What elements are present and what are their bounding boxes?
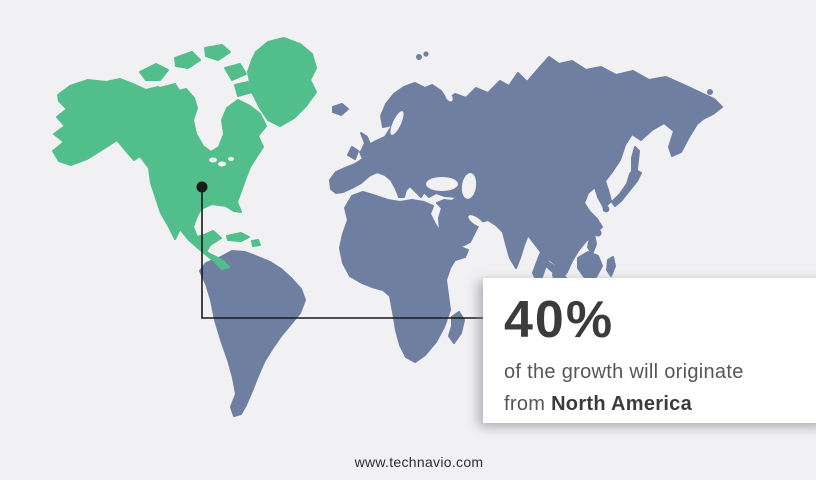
island-sulawesi: [606, 256, 616, 277]
island-svalbard: [416, 54, 422, 60]
stat-description-line1: of the growth will originate: [504, 361, 744, 383]
caspian-sea: [461, 173, 477, 199]
baltic-sea: [390, 111, 404, 135]
island-new-siberian: [570, 70, 576, 76]
island-madagascar: [448, 311, 465, 344]
land-default-group: [199, 51, 723, 417]
stat-description: of the growth will originate from North …: [504, 356, 816, 420]
stat-card: 40% of the growth will originate from No…: [483, 278, 816, 423]
island-japan: [611, 168, 642, 207]
islands-philippines: [587, 233, 597, 255]
continent-eurasia: [329, 56, 723, 284]
stat-description-line2-prefix: from: [504, 393, 552, 415]
continent-south-america: [199, 250, 306, 417]
north-america-marker-dot: [196, 181, 208, 193]
arctic-island-3: [204, 44, 231, 61]
island-borneo: [577, 251, 603, 279]
great-lake-1: [209, 157, 217, 163]
arctic-island-1: [139, 63, 169, 81]
black-sea: [426, 177, 458, 191]
island-iceland: [332, 103, 349, 116]
island-great-britain: [360, 132, 372, 158]
great-lake-2: [218, 161, 226, 167]
arctic-island-5: [224, 63, 247, 81]
island-cuba: [226, 232, 250, 242]
persian-gulf: [468, 215, 484, 227]
island-wrangel: [707, 89, 713, 95]
land-highlight-group: [52, 37, 317, 270]
inland-seas-group: [209, 92, 484, 227]
island-hispaniola: [251, 239, 261, 247]
site-url: www.technavio.com: [354, 454, 484, 470]
white-sea: [445, 92, 453, 102]
island-kyushu: [602, 205, 610, 213]
connector-line: [201, 192, 484, 319]
island-ireland: [347, 146, 359, 160]
island-svalbard-2: [423, 51, 429, 57]
arctic-island-4: [159, 83, 181, 97]
connector-group: [196, 181, 484, 319]
arctic-island-6: [234, 81, 253, 97]
continent-africa: [339, 191, 469, 363]
island-taiwan: [594, 229, 602, 237]
arctic-island-2: [174, 51, 201, 69]
island-greenland: [247, 37, 317, 127]
continent-north-america: [52, 78, 267, 270]
island-new-siberian-2: [597, 80, 603, 86]
stat-value: 40%: [504, 291, 615, 349]
stat-description-region: North America: [551, 393, 693, 415]
great-lake-3: [228, 157, 234, 161]
